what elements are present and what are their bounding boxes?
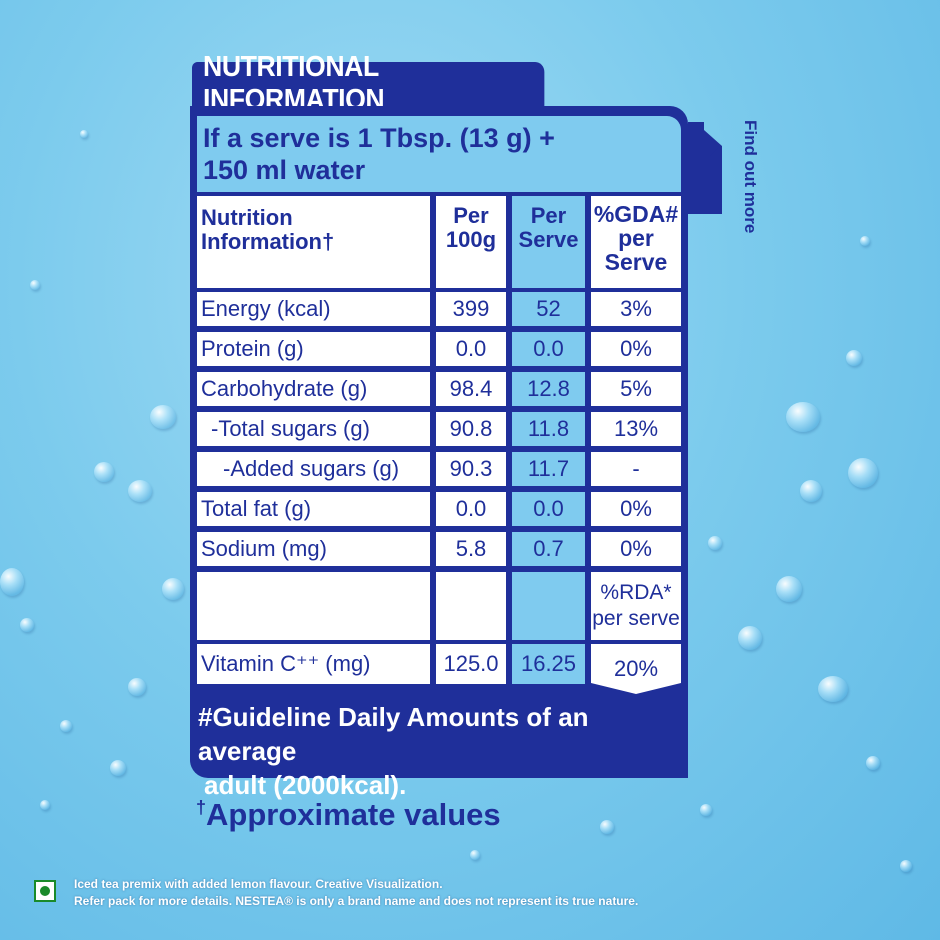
row-gda: 0% — [591, 332, 681, 366]
find-out-more-text: Find out more — [741, 120, 760, 234]
row-per-100g: 90.3 — [436, 452, 506, 486]
gda-footnote-line2: adult (2000kcal). — [204, 770, 407, 800]
header-perserve-line1: Per — [530, 203, 567, 228]
row-label: Protein (g) — [197, 332, 430, 366]
row-per-100g: 90.8 — [436, 412, 506, 446]
row-label: -Total sugars (g) — [197, 412, 430, 446]
table-row: Protein (g) 0.0 0.0 0% — [197, 332, 681, 366]
approximate-values-note: †Approximate values — [196, 797, 501, 833]
row-per-serve: 0.0 — [512, 492, 585, 526]
disclaimer: Iced tea premix with added lemon flavour… — [74, 876, 754, 910]
row-gda: 3% — [591, 292, 681, 326]
rda-blank-per100 — [436, 572, 506, 640]
row-label: Carbohydrate (g) — [197, 372, 430, 406]
gda-footnote-line1: #Guideline Daily Amounts of an average — [198, 702, 589, 766]
header-per100-line2: 100g — [445, 227, 497, 252]
row-gda: 5% — [591, 372, 681, 406]
table-row: Energy (kcal) 399 52 3% — [197, 292, 681, 326]
disclaimer-line2: Refer pack for more details. NESTEA® is … — [74, 894, 639, 908]
rda-header-row: %RDA* per serve — [197, 572, 681, 640]
header-gda-line3: Serve — [604, 249, 668, 275]
header-per-100g: Per 100g — [436, 196, 506, 288]
row-per-serve: 11.7 — [512, 452, 585, 486]
row-gda: 13% — [591, 412, 681, 446]
row-per-100g: 98.4 — [436, 372, 506, 406]
table-header-row: Nutrition Information† Per 100g Per Serve %… — [197, 196, 681, 288]
row-label: Total fat (g) — [197, 492, 430, 526]
serving-size-line2: 150 ml water — [203, 155, 366, 185]
row-gda: - — [591, 452, 681, 486]
vitamin-row: Vitamin C⁺⁺ (mg) 125.0 16.25 20% — [197, 644, 681, 694]
vitamin-label: Vitamin C⁺⁺ (mg) — [197, 644, 430, 684]
row-label: Sodium (mg) — [197, 532, 430, 566]
disclaimer-line1: Iced tea premix with added lemon flavour… — [74, 877, 443, 891]
approximate-values-text: Approximate values — [206, 797, 501, 832]
vitamin-rda: 20% — [591, 644, 681, 694]
vitamin-per-100g: 125.0 — [436, 644, 506, 684]
row-per-100g: 0.0 — [436, 332, 506, 366]
rda-blank-perserve — [512, 572, 585, 640]
header-nutrition-line2: Information† — [201, 229, 335, 254]
gda-footnote: #Guideline Daily Amounts of an average a… — [198, 700, 668, 802]
row-per-100g: 5.8 — [436, 532, 506, 566]
header-perserve-line2: Serve — [518, 227, 579, 252]
row-label: Energy (kcal) — [197, 292, 430, 326]
row-gda: 0% — [591, 532, 681, 566]
row-per-100g: 0.0 — [436, 492, 506, 526]
header-per-serve: Per Serve — [512, 196, 585, 288]
row-label: -Added sugars (g) — [197, 452, 430, 486]
rda-header-line1: %RDA* — [600, 581, 672, 604]
veg-symbol-icon — [34, 880, 56, 902]
header-gda-line2: per — [618, 225, 654, 251]
row-per-serve: 11.8 — [512, 412, 585, 446]
find-out-more-label[interactable]: Find out more — [740, 120, 768, 240]
table-row: Total fat (g) 0.0 0.0 0% — [197, 492, 681, 526]
row-per-100g: 399 — [436, 292, 506, 326]
rda-header-line2: per serve — [592, 607, 680, 630]
dagger-mark: † — [196, 797, 207, 818]
header-nutrition-information: Nutrition Information† — [197, 196, 430, 288]
row-per-serve: 52 — [512, 292, 585, 326]
find-out-more-arrow-icon — [688, 122, 722, 214]
table-row: Carbohydrate (g) 98.4 12.8 5% — [197, 372, 681, 406]
row-per-serve: 12.8 — [512, 372, 585, 406]
rda-blank-label — [197, 572, 430, 640]
table-row: -Total sugars (g) 90.8 11.8 13% — [197, 412, 681, 446]
header-per100-line1: Per — [453, 203, 489, 228]
table-row: Sodium (mg) 5.8 0.7 0% — [197, 532, 681, 566]
table-row: -Added sugars (g) 90.3 11.7 - — [197, 452, 681, 486]
row-per-serve: 0.7 — [512, 532, 585, 566]
serving-size-line1: If a serve is 1 Tbsp. (13 g) + — [203, 123, 555, 153]
serving-size-header: If a serve is 1 Tbsp. (13 g) + 150 ml wa… — [197, 116, 681, 192]
header-gda-line1: %GDA# — [593, 201, 679, 227]
header-gda-per-serve: %GDA# per Serve — [591, 196, 681, 288]
rda-per-serve-header: %RDA* per serve — [591, 572, 681, 640]
row-gda: 0% — [591, 492, 681, 526]
vitamin-per-serve: 16.25 — [512, 644, 585, 684]
header-nutrition-line1: Nutrition — [201, 205, 293, 230]
row-per-serve: 0.0 — [512, 332, 585, 366]
nutrition-title: NUTRITIONAL INFORMATION — [192, 51, 545, 116]
